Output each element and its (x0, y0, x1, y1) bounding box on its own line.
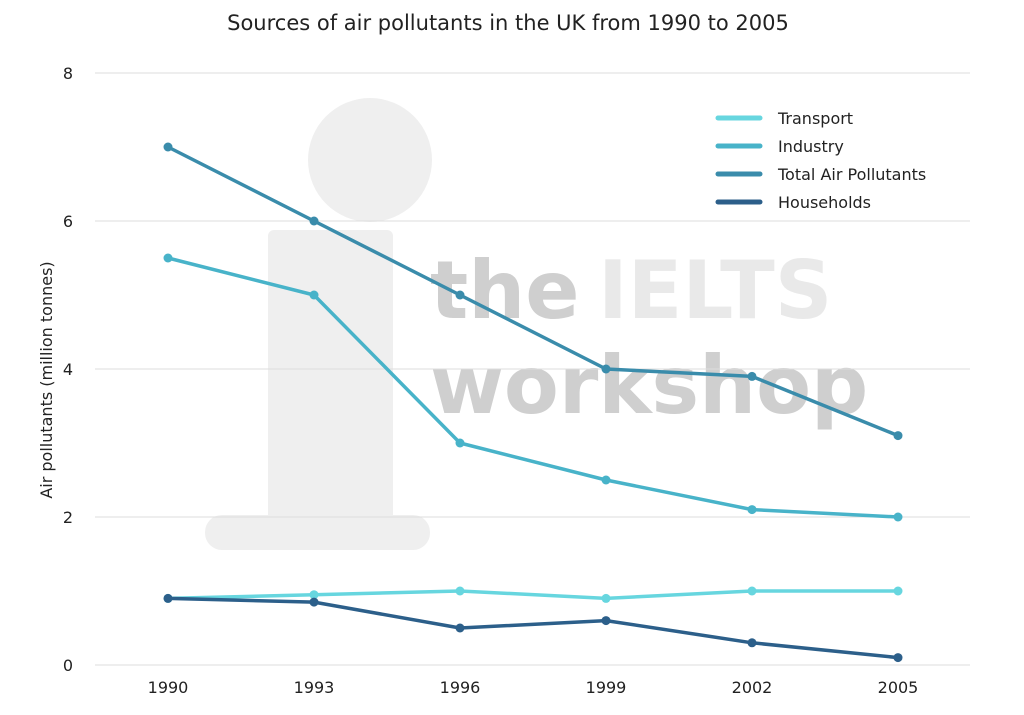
data-point (163, 593, 173, 603)
y-tick-label: 4 (63, 360, 73, 379)
series-industry (163, 253, 903, 522)
x-axis-ticks: 1990 1993 1996 1999 2002 2005 (148, 678, 919, 697)
data-point (893, 512, 903, 522)
data-point (309, 216, 319, 226)
y-tick-label: 0 (63, 656, 73, 675)
series-line (167, 256, 899, 519)
data-point (601, 475, 611, 485)
watermark-text-workshop: workshop (430, 339, 868, 432)
series-line (167, 589, 898, 601)
series-line (167, 596, 899, 660)
x-tick-label: 1996 (440, 678, 481, 697)
data-point (893, 431, 903, 441)
data-point (601, 616, 611, 626)
x-tick-label: 1993 (294, 678, 335, 697)
y-tick-label: 6 (63, 212, 73, 231)
legend: Transport Industry Total Air Pollutants Hou… (715, 109, 926, 212)
series-lines (163, 142, 903, 663)
watermark-logo: the IELTS workshop (205, 98, 868, 550)
y-tick-label: 2 (63, 508, 73, 527)
data-point (893, 586, 903, 596)
data-point (309, 590, 319, 600)
watermark-stem (268, 230, 393, 530)
data-point (747, 371, 757, 381)
y-axis-label: Air pollutants (million tonnes) (37, 261, 56, 498)
watermark-dot (308, 98, 432, 222)
x-tick-label: 1990 (148, 678, 189, 697)
y-axis-ticks: 0 2 4 6 8 (63, 64, 73, 675)
data-point (747, 586, 757, 596)
series-households (163, 593, 903, 663)
legend-label: Households (778, 193, 871, 212)
data-point (601, 364, 611, 374)
data-point (309, 597, 319, 607)
x-tick-label: 2002 (732, 678, 773, 697)
watermark-text-ielts: IELTS (598, 244, 832, 337)
data-point (309, 290, 319, 300)
watermark-base (205, 515, 430, 550)
series-total-air-pollutants (163, 142, 903, 441)
data-point (455, 623, 465, 633)
legend-label: Total Air Pollutants (777, 165, 926, 184)
series-line (167, 145, 899, 438)
data-point (601, 593, 611, 603)
x-tick-label: 1999 (586, 678, 627, 697)
data-point (455, 438, 465, 448)
chart-title: Sources of air pollutants in the UK from… (227, 11, 789, 35)
data-point (163, 253, 173, 263)
data-point (893, 653, 903, 663)
y-tick-label: 8 (63, 64, 73, 83)
data-point (747, 505, 757, 515)
legend-label: Transport (777, 109, 853, 128)
data-point (455, 290, 465, 300)
legend-label: Industry (778, 137, 844, 156)
data-point (455, 586, 465, 596)
data-point (747, 638, 757, 648)
data-point (163, 142, 173, 152)
grid-lines (95, 72, 970, 666)
x-tick-label: 2005 (878, 678, 919, 697)
